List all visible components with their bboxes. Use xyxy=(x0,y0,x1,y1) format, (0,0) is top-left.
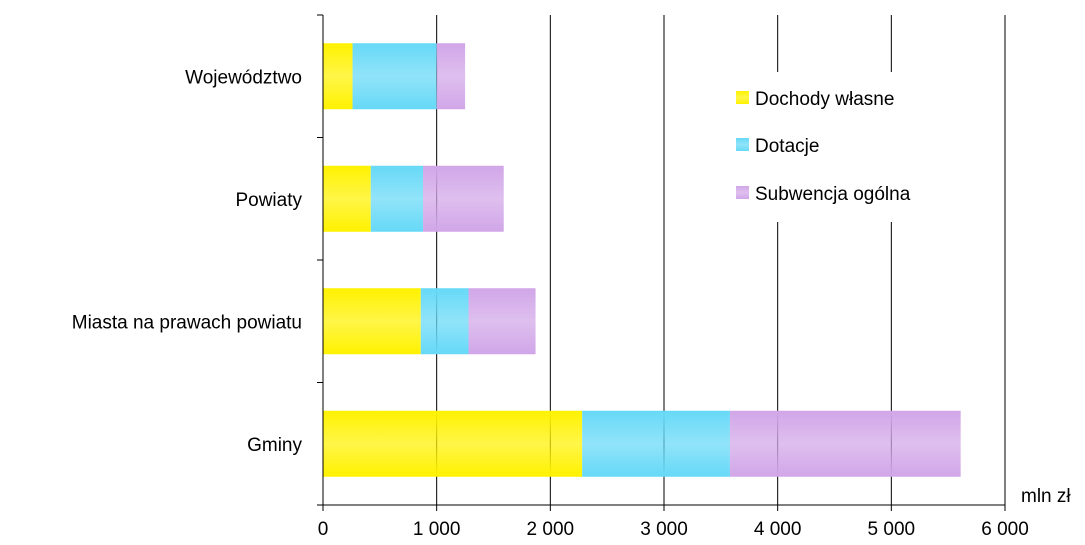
x-tick-label: 3 000 xyxy=(640,519,688,540)
labels: 0 1 000 2 000 3 000 4 000 5 000 6 000 Województ… xyxy=(72,67,1072,540)
bar-powiaty-subwencja-ogolna xyxy=(423,165,504,232)
bars xyxy=(323,43,961,477)
legend-label-dochody-wlasne: Dochody własne xyxy=(755,89,894,110)
legend-swatch-subwencja-ogolna xyxy=(736,186,749,199)
bar-powiaty-dotacje xyxy=(370,165,424,232)
legend-swatch-dochody-wlasne xyxy=(736,91,749,104)
bar-powiaty-dochody-wlasne xyxy=(323,165,371,232)
x-tick-label: 4 000 xyxy=(754,519,802,540)
bar-gminy-dochody-wlasne xyxy=(323,410,583,477)
bar-miasta-na-prawach-powiatu-subwencja-ogolna xyxy=(468,288,536,355)
x-tick-label: 1 000 xyxy=(413,519,461,540)
x-tick-label: 5 000 xyxy=(868,519,916,540)
bar-miasta-na-prawach-powiatu-dochody-wlasne xyxy=(323,288,421,355)
x-unit-label: mln zł xyxy=(1021,486,1071,507)
category-label-miasta-na-prawach-powiatu: Miasta na prawach powiatu xyxy=(72,312,302,333)
legend-label-subwencja-ogolna: Subwencja ogólna xyxy=(755,184,911,205)
category-label-powiaty: Powiaty xyxy=(235,190,302,211)
legend: Dochody własne Dotacje Subwencja ogólna xyxy=(722,72,962,222)
legend-background xyxy=(722,72,962,222)
bar-miasta-na-prawach-powiatu-dotacje xyxy=(420,288,469,355)
x-tick-label: 2 000 xyxy=(527,519,575,540)
bar-gminy-subwencja-ogolna xyxy=(729,410,961,477)
bar-wojewodztwo-dotacje xyxy=(352,43,437,110)
category-label-gminy: Gminy xyxy=(247,435,302,456)
x-tick-label: 6 000 xyxy=(981,519,1029,540)
x-tick-label: 0 xyxy=(318,519,329,540)
legend-swatch-dotacje xyxy=(736,138,749,151)
legend-label-dotacje: Dotacje xyxy=(755,136,819,157)
bar-wojewodztwo-dochody-wlasne xyxy=(323,43,353,110)
category-label-wojewodztwo: Województwo xyxy=(185,67,302,88)
bar-gminy-dotacje xyxy=(582,410,730,477)
axes xyxy=(317,14,1006,511)
bar-wojewodztwo-subwencja-ogolna xyxy=(436,43,466,110)
